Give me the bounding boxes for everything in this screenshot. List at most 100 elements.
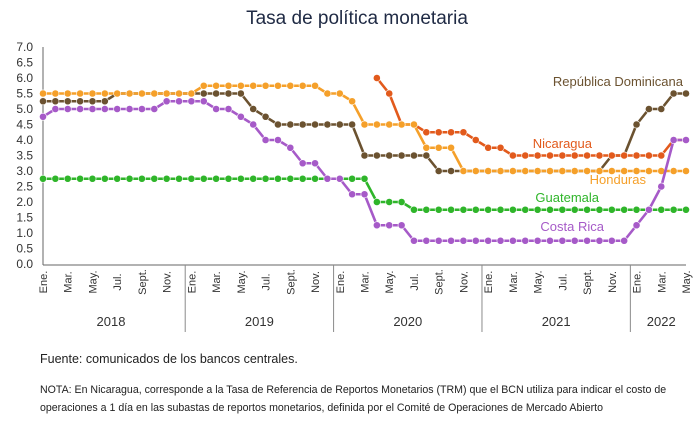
data-point [88,174,97,183]
data-point [645,205,653,214]
data-point [323,174,332,183]
data-point [397,221,406,230]
data-point [125,174,134,183]
data-point [521,236,530,245]
data-point [51,174,60,183]
data-point [459,205,468,214]
x-tick-label: Ene. [335,271,347,294]
series-republica-dominicana [39,89,690,175]
data-point [335,89,344,98]
data-point [459,236,468,245]
data-point [76,174,84,183]
x-tick-label: Jul. [409,273,421,290]
data-point [410,236,418,245]
data-point [632,151,641,160]
y-tick-label: 0.5 [16,242,33,256]
data-point [212,174,221,183]
data-point [348,120,357,129]
series-label: República Dominicana [553,74,684,89]
data-point [682,205,690,214]
data-point [583,236,591,245]
data-point [162,89,171,98]
data-point [63,105,72,113]
data-point [372,151,381,160]
data-point [39,112,47,121]
data-point [434,143,443,152]
x-tick-label: May. [533,270,545,293]
data-point [484,143,493,152]
data-point [496,236,505,245]
data-point [212,89,221,98]
x-tick-label: Mar. [360,271,372,292]
data-point [521,151,530,160]
data-point [434,167,443,175]
data-point [113,174,122,183]
data-point [372,198,381,206]
data-point [410,120,418,129]
data-point [212,81,221,90]
data-point [422,128,431,137]
data-point [620,236,629,245]
data-point [162,174,171,183]
data-point [422,205,431,214]
data-point [372,74,381,82]
data-point [224,89,233,98]
data-point [311,159,319,168]
y-tick-label: 5.0 [16,102,33,116]
data-point [236,174,245,183]
data-point [632,221,641,230]
data-point [100,174,109,183]
data-point [298,174,307,183]
data-point [150,105,159,113]
data-point [669,167,678,175]
data-point [546,205,554,214]
data-point [657,182,666,191]
data-point [422,236,431,245]
data-point [100,97,109,106]
data-point [323,120,332,129]
year-label: 2019 [245,314,274,329]
data-point [63,89,72,98]
data-point [249,105,258,113]
data-point [508,167,517,175]
data-point [607,205,616,214]
data-point [422,143,431,152]
data-point [533,167,542,175]
data-point [63,97,72,106]
data-point [533,205,542,214]
data-point [274,174,282,183]
data-point [311,174,319,183]
data-point [286,81,295,90]
series-label: Honduras [590,172,647,187]
data-point [583,151,591,160]
x-tick-label: Jul. [112,273,124,290]
y-tick-label: 3.5 [16,149,33,163]
data-point [632,205,641,214]
data-point [607,236,616,245]
series-honduras [39,81,690,175]
data-point [39,89,47,98]
data-point [583,205,591,214]
x-tick-label: Nov. [458,271,470,293]
data-point [508,236,517,245]
data-point [298,81,307,90]
data-point [558,167,567,175]
x-tick-label: Ene. [186,271,198,294]
data-point [447,236,455,245]
data-point [682,89,690,98]
data-point [657,205,666,214]
data-point [187,174,196,183]
data-point [558,205,567,214]
data-point [199,89,208,98]
data-point [508,151,517,160]
series-label: Nicaragua [533,136,593,151]
data-point [274,120,282,129]
data-point [63,174,72,183]
data-point [595,236,604,245]
data-point [76,97,84,106]
y-tick-label: 3.0 [16,164,33,178]
y-tick-label: 1.5 [16,211,33,225]
data-point [175,89,183,98]
x-tick-label: May. [384,270,396,293]
data-point [533,236,542,245]
